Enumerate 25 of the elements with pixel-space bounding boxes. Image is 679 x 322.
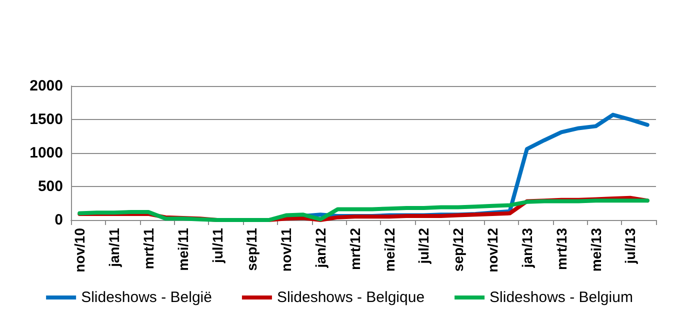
y-tick-label: 2000 (30, 78, 63, 94)
x-tick-label: nov/10 (72, 228, 88, 272)
x-tick-label: sep/12 (450, 228, 466, 272)
x-tick-label: jul/12 (416, 228, 432, 265)
x-tick-label: jan/11 (106, 228, 122, 268)
y-tick-label: 1500 (30, 111, 63, 128)
x-tick-label: nov/12 (484, 228, 501, 272)
y-tick-label: 1000 (30, 144, 63, 162)
x-tick-label: jan/13 (518, 228, 535, 269)
x-tick-label: mrt/13 (553, 228, 570, 270)
legend-label: Slideshows - Belgique (276, 289, 425, 306)
x-tick-label: jul/13 (622, 228, 638, 265)
x-tick-label: mrt/11 (140, 228, 156, 270)
x-tick-label: sep/11 (244, 228, 260, 271)
x-tick-label: mei/12 (381, 228, 398, 272)
y-tick-label: 0 (54, 212, 63, 228)
x-tick-label: jul/11 (209, 228, 226, 264)
x-tick-label: mrt/12 (346, 228, 363, 270)
x-tick-label: mei/11 (174, 228, 191, 271)
x-tick-label: nov/11 (278, 228, 294, 272)
y-tick-label: 500 (38, 178, 63, 195)
legend-label: Slideshows - België (81, 289, 212, 306)
x-tick-label: jan/12 (312, 228, 328, 269)
x-tick-label: mei/13 (588, 228, 604, 272)
legend-label: Slideshows - Belgium (490, 289, 633, 306)
